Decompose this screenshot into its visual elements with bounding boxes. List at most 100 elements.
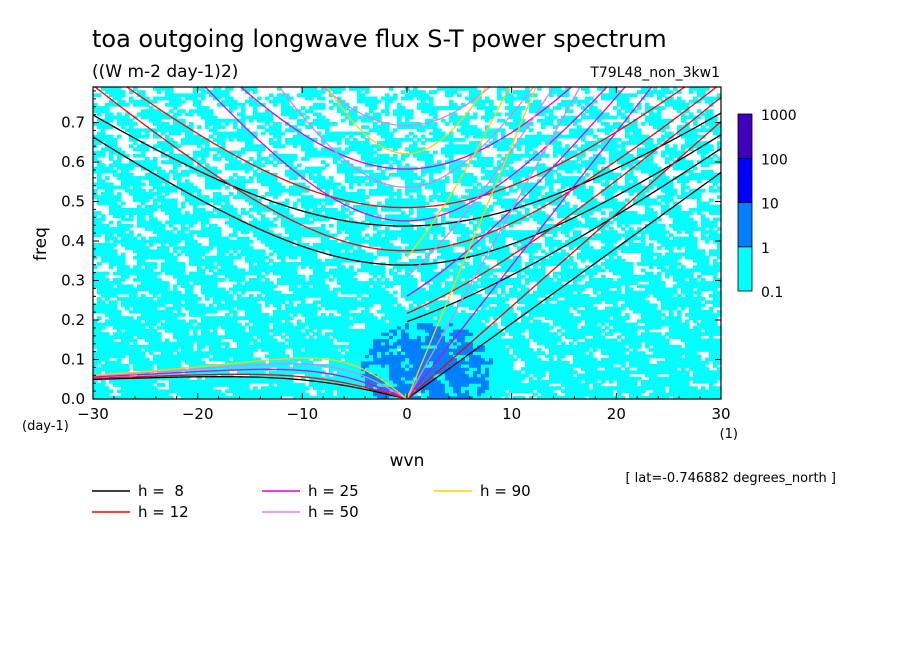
power-cell [489, 392, 494, 397]
power-cell [701, 379, 706, 384]
power-cell [237, 344, 242, 349]
power-cell [625, 373, 630, 378]
power-cell [421, 306, 426, 311]
power-cell [393, 328, 398, 333]
power-cell [137, 287, 142, 292]
power-cell [125, 316, 130, 320]
power-cell [497, 278, 502, 282]
power-cell [665, 383, 670, 387]
power-cell [413, 341, 418, 346]
power-cell [549, 351, 554, 356]
power-cell [709, 386, 714, 391]
power-cell [393, 351, 398, 356]
power-cell [685, 338, 690, 343]
power-cell [689, 335, 694, 340]
power-cell [93, 395, 98, 399]
power-cell [449, 303, 454, 308]
power-cell [581, 389, 586, 394]
power-cell [613, 386, 618, 391]
power-cell [157, 363, 162, 368]
power-cell [349, 281, 354, 285]
power-cell [141, 293, 146, 298]
power-cell [457, 360, 462, 365]
power-cell [649, 363, 654, 368]
power-cell [713, 332, 718, 336]
power-cell [393, 373, 398, 378]
power-cell [101, 341, 106, 346]
power-cell [409, 335, 414, 340]
power-cell [445, 309, 450, 314]
power-cell [241, 344, 246, 349]
power-cell [253, 376, 258, 381]
power-cell [465, 383, 470, 387]
power-cell [653, 379, 658, 384]
power-cell [265, 313, 270, 317]
power-cell [229, 319, 234, 324]
power-cell [637, 300, 642, 305]
power-cell [685, 386, 690, 391]
power-cell [149, 360, 154, 365]
power-cell [361, 376, 366, 381]
power-cell [453, 376, 458, 381]
power-cell [497, 370, 502, 375]
power-cell [501, 392, 506, 397]
power-cell [469, 348, 474, 352]
power-cell [137, 357, 142, 362]
power-cell [97, 322, 102, 327]
power-cell [609, 322, 614, 327]
power-cell [669, 348, 674, 352]
power-cell [397, 379, 402, 384]
power-cell [237, 300, 242, 305]
power-cell [113, 395, 118, 399]
power-cell [113, 293, 118, 298]
power-cell [365, 338, 370, 343]
power-cell [149, 392, 154, 397]
power-cell [449, 370, 454, 375]
power-cell [253, 392, 258, 397]
power-cell [149, 379, 154, 384]
power-cell [621, 348, 626, 352]
power-cell [453, 392, 458, 397]
power-cell [133, 328, 138, 333]
power-cell [549, 306, 554, 311]
power-cell [701, 341, 706, 346]
power-cell [617, 325, 622, 330]
power-cell [433, 370, 438, 375]
power-cell [397, 360, 402, 365]
power-cell [193, 338, 198, 343]
power-cell [413, 367, 418, 371]
power-cell [149, 300, 154, 305]
power-cell [621, 373, 626, 378]
power-cell [469, 313, 474, 317]
power-cell [549, 313, 554, 317]
power-cell [497, 386, 502, 391]
power-cell [457, 379, 462, 384]
power-cell [685, 376, 690, 381]
power-cell [233, 278, 238, 282]
power-cell [477, 335, 482, 340]
power-cell [701, 319, 706, 324]
power-cell [673, 367, 678, 371]
power-cell [601, 389, 606, 394]
power-cell [205, 306, 210, 311]
power-cell [101, 354, 106, 359]
power-cell [469, 293, 474, 298]
power-cell [389, 313, 394, 317]
power-cell [101, 386, 106, 391]
power-cell [149, 395, 154, 399]
power-cell [233, 316, 238, 320]
power-cell [365, 383, 370, 387]
power-cell [513, 332, 518, 336]
power-cell [529, 293, 534, 298]
power-cell [189, 306, 194, 311]
power-cell [341, 316, 346, 320]
power-cell [309, 322, 314, 327]
power-cell [129, 322, 134, 327]
power-cell [185, 290, 190, 295]
power-cell [549, 363, 554, 368]
power-cell [669, 297, 674, 301]
power-cell [337, 357, 342, 362]
power-cell [209, 344, 214, 349]
power-cell [141, 313, 146, 317]
power-cell [481, 325, 486, 330]
